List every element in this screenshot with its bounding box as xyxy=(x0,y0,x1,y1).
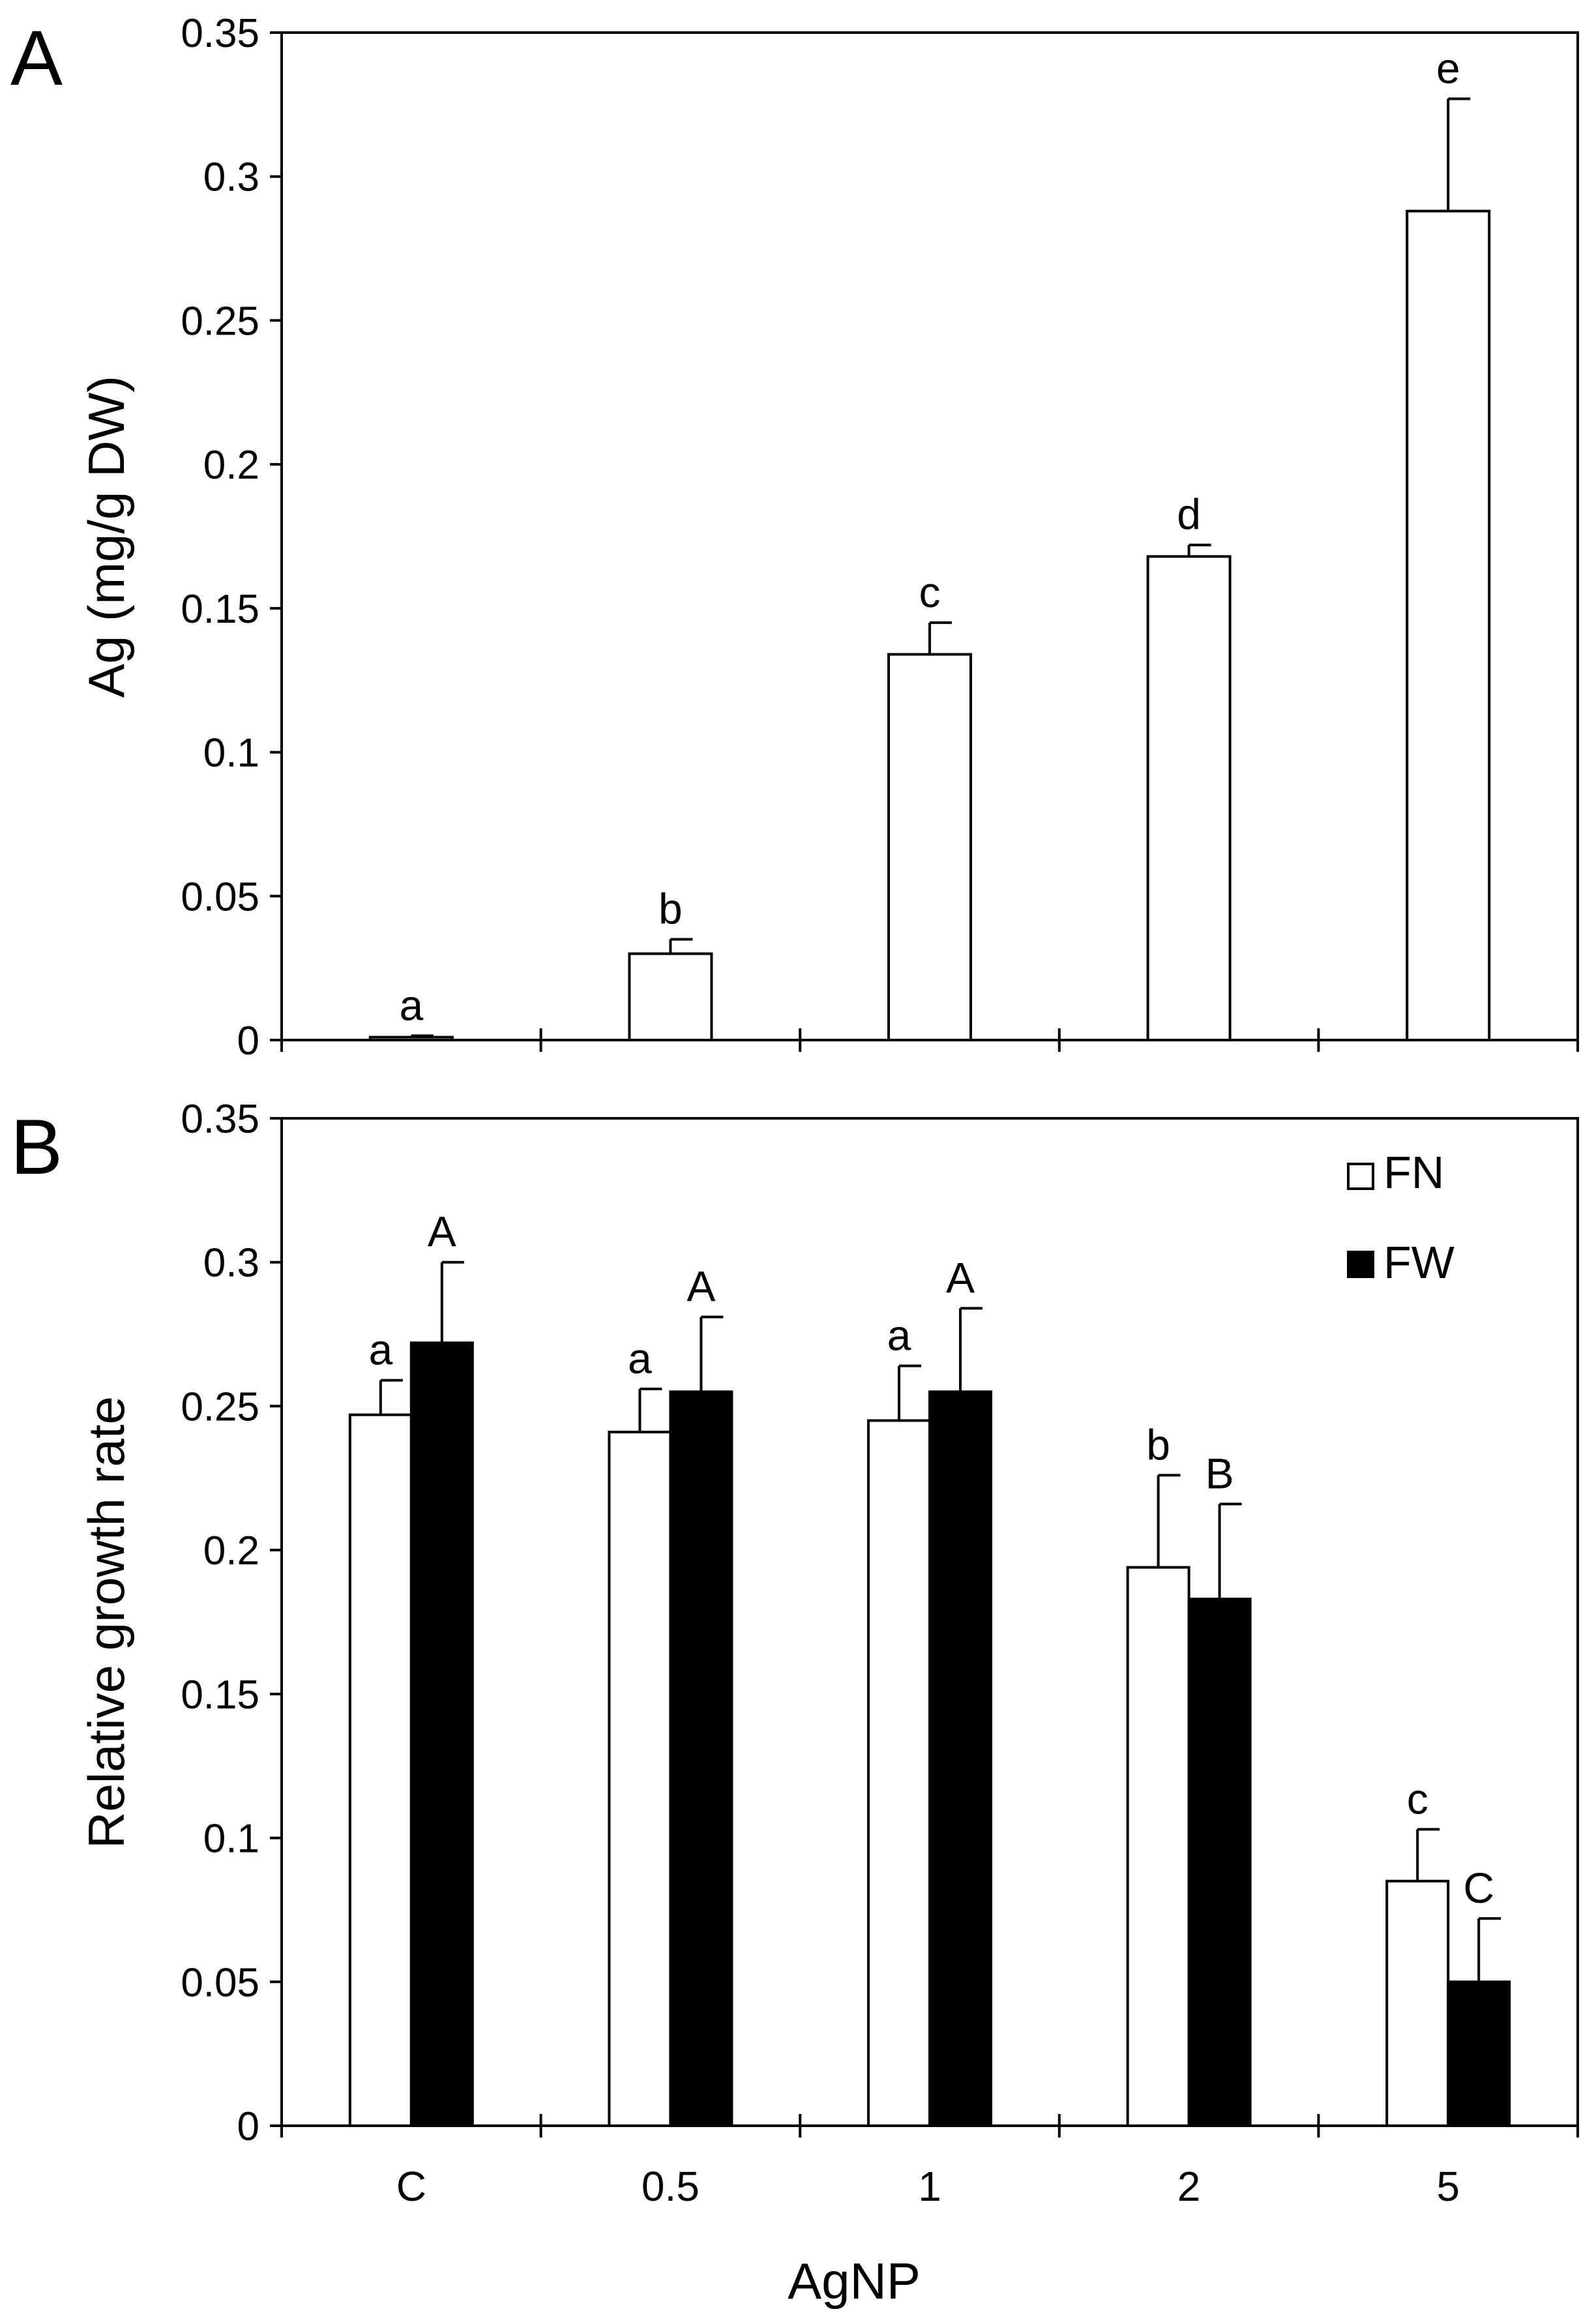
panel-b-y-tick-label: 0 xyxy=(237,2104,259,2149)
panel-b-significance-letter: a xyxy=(628,1334,652,1382)
panel-a-y-tick-label: 0.2 xyxy=(203,443,259,488)
panel-b-bar-fw xyxy=(669,1390,733,2127)
panel-a-y-tick-label: 0.05 xyxy=(181,874,259,919)
x-tick-label: 2 xyxy=(1177,2163,1201,2210)
panel-b-y-tick-label: 0.25 xyxy=(181,1384,259,1429)
panel-b-significance-letter: a xyxy=(887,1311,911,1360)
panel-a-bar-ag xyxy=(1406,209,1491,1042)
panel-b-x-ticks: C 0.5 1 2 5 xyxy=(280,2114,1579,2210)
panel-b-bar-fn xyxy=(1126,1566,1190,2128)
panel-a-y-tick-label: 0.3 xyxy=(203,155,259,200)
legend-fn-swatch xyxy=(1347,1163,1374,1190)
panel-a-y-axis-title: Ag (mg/g DW) xyxy=(78,376,135,698)
panel-a-significance-letter: d xyxy=(1177,490,1201,539)
panel-b-bar-fn xyxy=(867,1419,931,2127)
panel-b: B Relative growth rate 0 0.05 0.1 0.15 0.2 0.… xyxy=(10,1097,1579,2309)
panel-b-y-tick-label: 0.3 xyxy=(203,1241,259,1286)
panel-a-y-tick-label: 0.1 xyxy=(203,731,259,776)
panel-a-bar-ag xyxy=(368,1035,454,1041)
panel-b-bar-fn xyxy=(608,1431,672,2128)
panel-b-significance-letter: a xyxy=(368,1326,392,1374)
panel-b-bar-fn xyxy=(1385,1879,1450,2127)
panel-a-significance-letter: c xyxy=(919,568,941,616)
panel-a-significance-letter: b xyxy=(658,885,683,933)
panel-b-significance-letter: A xyxy=(687,1262,715,1311)
panel-a-y-tick-label: 0.15 xyxy=(181,587,259,632)
panel-b-bar-fw xyxy=(1187,1598,1252,2128)
panel-b-significance-letter: C xyxy=(1463,1864,1494,1912)
panel-b-bar-fw xyxy=(928,1390,992,2127)
panel-a-letter: A xyxy=(10,14,63,102)
x-tick-label: 0.5 xyxy=(642,2163,700,2210)
panel-a-y-tick-label: 0.35 xyxy=(181,11,259,56)
panel-a-y-tick-label: 0.25 xyxy=(181,299,259,344)
panel-b-significance-letter: A xyxy=(946,1253,975,1302)
panel-b-bar-fw xyxy=(409,1341,474,2127)
panel-b-bar-fw xyxy=(1447,1980,1511,2127)
panel-a-y-tick-label: 0 xyxy=(237,1019,259,1064)
panel-b-significance-letter: b xyxy=(1146,1420,1170,1468)
panel-a-bar-ag xyxy=(887,653,972,1041)
panel-a-bar-ag xyxy=(628,952,713,1041)
legend-fw-swatch xyxy=(1347,1251,1374,1278)
panel-b-y-axis-title: Relative growth rate xyxy=(78,1396,135,1849)
x-axis-title: AgNP xyxy=(788,2252,921,2309)
legend-fn-label: FN xyxy=(1383,1147,1444,1198)
panel-b-significance-letter: c xyxy=(1407,1774,1428,1823)
panel-b-significance-letter: B xyxy=(1205,1450,1234,1498)
panel-b-y-tick-label: 0.1 xyxy=(203,1817,259,1862)
panel-b-y-tick-label: 0.35 xyxy=(181,1097,259,1142)
panel-a-significance-letter: e xyxy=(1436,44,1460,93)
panel-b-significance-letter: A xyxy=(428,1208,456,1256)
panel-b-y-tick-label: 0.15 xyxy=(181,1673,259,1718)
x-tick-label: 5 xyxy=(1436,2163,1460,2210)
panel-a-bars: a b c d e xyxy=(368,44,1491,1042)
panel-a-y-ticks: 0 0.05 0.1 0.15 0.2 0.25 0.3 0.35 xyxy=(181,11,282,1064)
panel-b-y-ticks: 0 0.05 0.1 0.15 0.2 0.25 0.3 0.35 xyxy=(181,1097,282,2149)
panel-b-y-tick-label: 0.2 xyxy=(203,1528,259,1573)
legend: FN FW xyxy=(1347,1147,1455,1288)
x-tick-label: 1 xyxy=(918,2163,941,2210)
panel-a-bar-ag xyxy=(1146,555,1232,1041)
panel-a-significance-letter: a xyxy=(399,981,423,1029)
legend-fw-label: FW xyxy=(1383,1237,1455,1288)
x-tick-label: C xyxy=(396,2163,426,2210)
panel-a-x-ticks xyxy=(280,1028,1579,1052)
panel-b-letter: B xyxy=(10,1103,63,1191)
panel-b-bar-fn xyxy=(348,1413,413,2127)
panel-b-bars: a a a b c A A A B C xyxy=(348,1208,1511,2128)
panel-a: A Ag (mg/g DW) 0 0.05 0.1 0.15 0.2 0.25 0.3 0.3… xyxy=(10,11,1579,1064)
panel-b-y-tick-label: 0.05 xyxy=(181,1960,259,2005)
